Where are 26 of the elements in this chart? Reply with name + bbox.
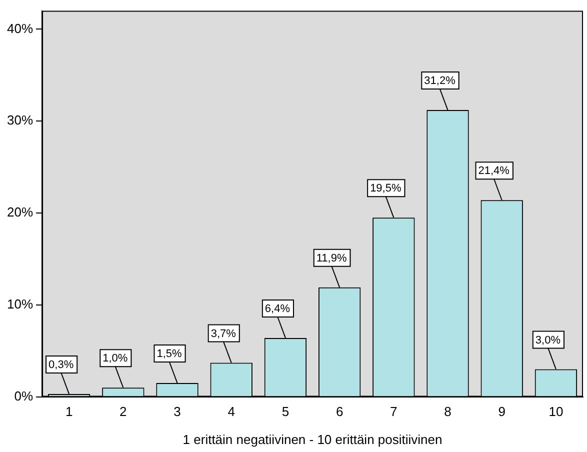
x-tick-label: 8 <box>444 404 452 420</box>
x-tick-label: 3 <box>174 404 181 420</box>
x-tick-label: 10 <box>548 404 564 420</box>
data-label: 6,4% <box>264 303 290 316</box>
y-tick-label: 40% <box>6 20 34 36</box>
data-label: 3,7% <box>210 328 236 340</box>
data-label: 1,0% <box>102 352 128 365</box>
x-tick-label: 4 <box>228 404 235 420</box>
x-tick-label: 5 <box>282 404 290 420</box>
data-label: 21,4% <box>478 165 510 178</box>
x-axis-title: 1 erittäin negatiivinen - 10 erittäin positiivinen <box>182 432 442 447</box>
data-label: 11,9% <box>316 252 347 264</box>
y-tick-label: 0% <box>14 388 34 404</box>
y-tick-label: 10% <box>6 296 34 312</box>
x-tick-label: 6 <box>336 404 344 420</box>
x-tick-label: 7 <box>390 404 398 420</box>
x-tick-label: 2 <box>120 404 127 420</box>
x-tick-label: 9 <box>498 404 506 420</box>
y-tick-label: 30% <box>6 112 34 128</box>
data-label: 19,5% <box>370 182 402 195</box>
y-tick-label: 20% <box>6 204 34 220</box>
data-label: 3,0% <box>535 334 561 346</box>
data-label: 0,3% <box>48 359 74 372</box>
x-tick-label: 1 <box>65 404 73 420</box>
data-label: 31,2% <box>424 75 456 88</box>
data-label: 1,5% <box>156 348 182 360</box>
